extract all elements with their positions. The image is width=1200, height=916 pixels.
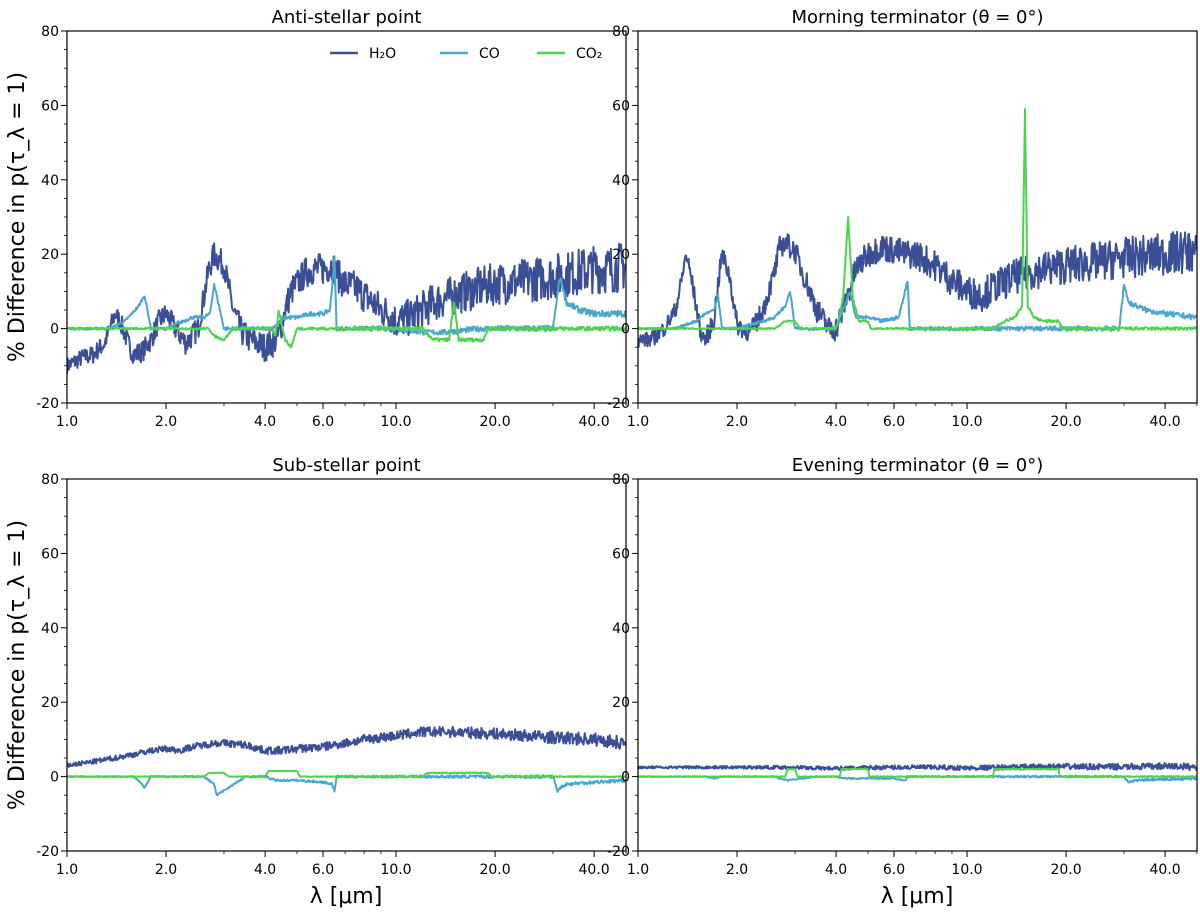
y-tick-label: 40 — [41, 173, 59, 189]
x-tick-label: 20.0 — [1050, 414, 1081, 430]
panel-1: Anti-stellar point -20 0 20 40 60 80 1.0 2.0 4.0 6… — [36, 7, 627, 430]
x-tick-label: 10.0 — [951, 862, 982, 878]
axes-frame — [66, 30, 627, 404]
y-tick-label: -20 — [607, 396, 630, 412]
x-tick-label: 6.0 — [883, 414, 905, 430]
axes-frame — [637, 30, 1198, 404]
x-tick-label: 6.0 — [312, 862, 334, 878]
panel-title: Sub-stellar point — [272, 455, 420, 476]
x-tick-label: 2.0 — [155, 414, 177, 430]
series-line — [638, 108, 1197, 332]
x-tick-label: 10.0 — [380, 414, 411, 430]
plot-area — [638, 762, 1197, 784]
x-tick-label: 2.0 — [726, 414, 748, 430]
y-tick-label: 40 — [612, 621, 630, 637]
plot-area — [638, 108, 1197, 348]
panel-title: Anti-stellar point — [272, 7, 422, 28]
series-line — [638, 762, 1197, 772]
x-tick-label: 4.0 — [825, 862, 847, 878]
panel-3: Sub-stellar point -20 0 20 40 60 80 1.0 2.0 4.0 6.… — [36, 455, 627, 878]
y-tick-label: 20 — [612, 247, 630, 263]
x-tick-label: 6.0 — [312, 414, 334, 430]
x-tick-label: 6.0 — [883, 862, 905, 878]
y-tick-label: 20 — [41, 247, 59, 263]
x-tick-label: 40.0 — [579, 414, 610, 430]
y-tick-label: 20 — [612, 695, 630, 711]
series-line — [67, 769, 626, 779]
series-line — [67, 301, 626, 349]
x-tick-label: 2.0 — [726, 862, 748, 878]
x-tick-label: 20.0 — [1050, 862, 1081, 878]
panel-2: Morning terminator (θ = 0°) -20 0 20 40 60 80 1… — [607, 7, 1198, 430]
x-axis-label: λ [μm] — [881, 884, 954, 909]
y-tick-label: 20 — [41, 695, 59, 711]
x-tick-label: 20.0 — [479, 414, 510, 430]
y-axis-label: % Difference in p(τ_λ = 1) — [5, 72, 30, 362]
axes-frame — [637, 478, 1198, 852]
x-tick-label: 1.0 — [56, 862, 78, 878]
plot-area — [67, 242, 626, 375]
y-tick-label: 0 — [50, 322, 59, 338]
series-line — [67, 242, 626, 375]
x-tick-label: 4.0 — [825, 414, 847, 430]
x-tick-label: 2.0 — [155, 862, 177, 878]
x-tick-label: 40.0 — [1150, 414, 1181, 430]
y-tick-label: 40 — [612, 173, 630, 189]
x-tick-label: 40.0 — [1150, 862, 1181, 878]
legend-label: CO — [479, 46, 500, 62]
series-line — [67, 725, 626, 768]
y-tick-label: 60 — [612, 98, 630, 114]
y-tick-label: 0 — [621, 322, 630, 338]
axes-frame — [66, 478, 627, 852]
series-line — [638, 230, 1197, 348]
y-axis-label: % Difference in p(τ_λ = 1) — [5, 520, 30, 810]
y-tick-label: 60 — [612, 546, 630, 562]
y-tick-label: 80 — [612, 24, 630, 40]
x-tick-label: 40.0 — [579, 862, 610, 878]
y-tick-label: -20 — [36, 396, 59, 412]
y-tick-label: 60 — [41, 98, 59, 114]
y-tick-label: -20 — [36, 844, 59, 860]
y-tick-label: 80 — [41, 472, 59, 488]
y-tick-label: -20 — [607, 844, 630, 860]
x-tick-label: 4.0 — [254, 862, 276, 878]
y-tick-label: 0 — [50, 770, 59, 786]
x-tick-label: 20.0 — [479, 862, 510, 878]
x-axis-label: λ [μm] — [310, 884, 383, 909]
x-tick-label: 10.0 — [951, 414, 982, 430]
y-tick-label: 0 — [621, 770, 630, 786]
y-tick-label: 60 — [41, 546, 59, 562]
y-tick-label: 80 — [612, 472, 630, 488]
panel-title: Evening terminator (θ = 0°) — [792, 455, 1043, 476]
y-tick-label: 40 — [41, 621, 59, 637]
series-line — [638, 280, 1197, 332]
x-tick-label: 1.0 — [56, 414, 78, 430]
legend-label: CO₂ — [576, 46, 602, 62]
x-tick-label: 1.0 — [627, 414, 649, 430]
x-tick-label: 1.0 — [627, 862, 649, 878]
series-line — [638, 767, 1197, 779]
panel-4: Evening terminator (θ = 0°) -20 0 20 40 60 80 1… — [607, 455, 1198, 878]
legend-label: H₂O — [369, 46, 396, 62]
legend: H₂O CO CO₂ — [330, 46, 602, 62]
x-tick-label: 4.0 — [254, 414, 276, 430]
plot-area — [67, 725, 626, 797]
x-tick-label: 10.0 — [380, 862, 411, 878]
panel-title: Morning terminator (θ = 0°) — [791, 7, 1043, 28]
y-tick-label: 80 — [41, 24, 59, 40]
series-line — [67, 774, 626, 797]
